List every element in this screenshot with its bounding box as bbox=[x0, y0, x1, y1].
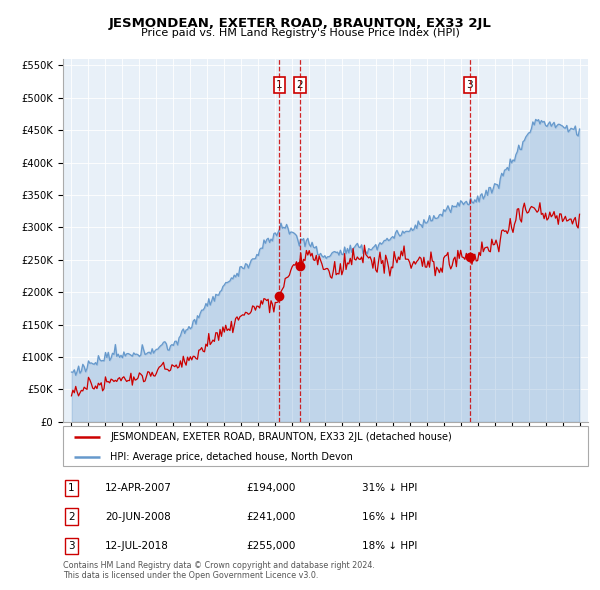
Text: JESMONDEAN, EXETER ROAD, BRAUNTON, EX33 2JL: JESMONDEAN, EXETER ROAD, BRAUNTON, EX33 … bbox=[109, 17, 491, 30]
Text: 20-JUN-2008: 20-JUN-2008 bbox=[105, 512, 171, 522]
Text: £194,000: £194,000 bbox=[247, 483, 296, 493]
Text: 16% ↓ HPI: 16% ↓ HPI bbox=[362, 512, 418, 522]
Text: 12-JUL-2018: 12-JUL-2018 bbox=[105, 541, 169, 551]
Text: 1: 1 bbox=[68, 483, 75, 493]
Text: JESMONDEAN, EXETER ROAD, BRAUNTON, EX33 2JL (detached house): JESMONDEAN, EXETER ROAD, BRAUNTON, EX33 … bbox=[110, 432, 452, 442]
Text: 12-APR-2007: 12-APR-2007 bbox=[105, 483, 172, 493]
Text: 2: 2 bbox=[296, 80, 303, 90]
Text: 18% ↓ HPI: 18% ↓ HPI bbox=[362, 541, 418, 551]
Text: 3: 3 bbox=[467, 80, 473, 90]
Text: This data is licensed under the Open Government Licence v3.0.: This data is licensed under the Open Gov… bbox=[63, 571, 319, 580]
Text: HPI: Average price, detached house, North Devon: HPI: Average price, detached house, Nort… bbox=[110, 453, 353, 463]
Text: Price paid vs. HM Land Registry's House Price Index (HPI): Price paid vs. HM Land Registry's House … bbox=[140, 28, 460, 38]
Text: Contains HM Land Registry data © Crown copyright and database right 2024.: Contains HM Land Registry data © Crown c… bbox=[63, 560, 375, 569]
Text: £241,000: £241,000 bbox=[247, 512, 296, 522]
Text: 3: 3 bbox=[68, 541, 75, 551]
Text: 31% ↓ HPI: 31% ↓ HPI bbox=[362, 483, 418, 493]
Text: 2: 2 bbox=[68, 512, 75, 522]
Text: £255,000: £255,000 bbox=[247, 541, 296, 551]
Text: 1: 1 bbox=[276, 80, 283, 90]
